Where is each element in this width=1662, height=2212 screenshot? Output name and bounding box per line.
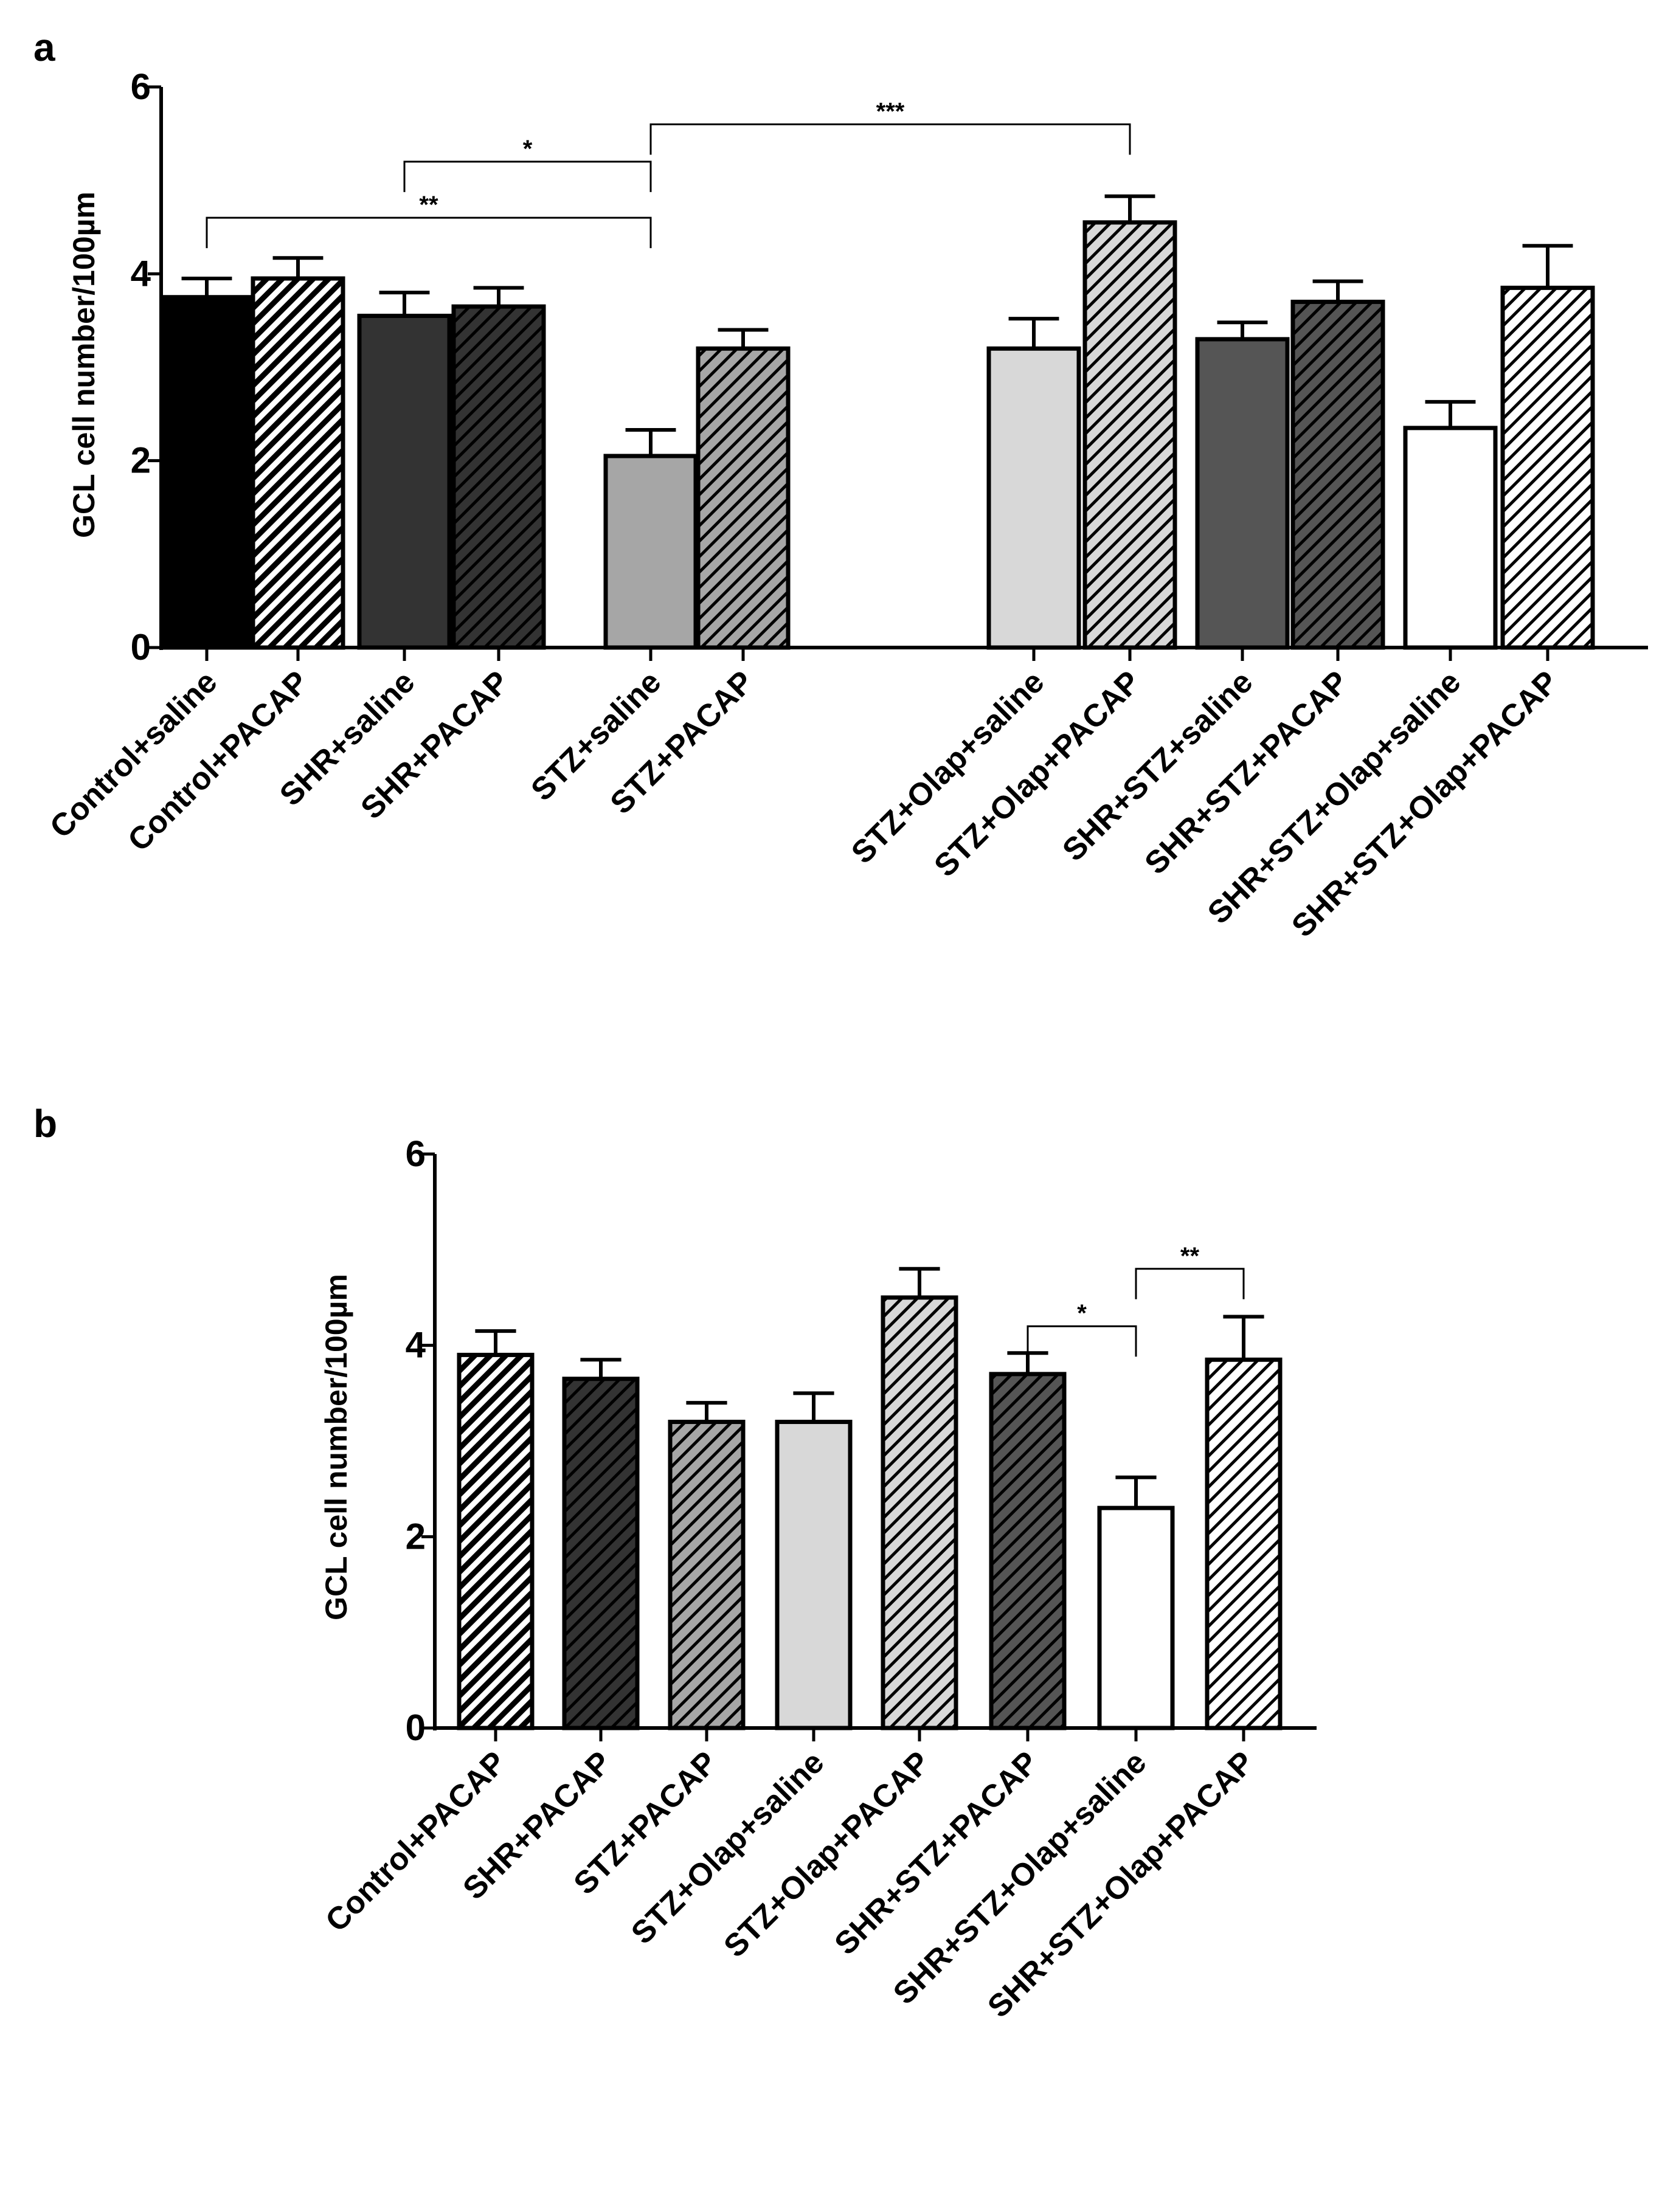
a-y-tick-label: 4 — [131, 253, 151, 294]
a-bar-control-saline — [159, 295, 254, 650]
a-y-tick-label: 2 — [131, 440, 151, 481]
a-significance-label: * — [523, 136, 533, 162]
b-category-label: STZ+Olap+PACAP — [717, 1744, 937, 1964]
panel-b-y-axis-title: GCL cell number/100µm — [319, 1274, 353, 1620]
b-y-tick-label: 6 — [406, 1133, 426, 1174]
b-significance-label: ** — [1180, 1243, 1200, 1270]
a-bar-shr-saline — [357, 313, 452, 650]
a-bar-shr-pacap — [451, 304, 546, 650]
a-bar-stz-olap-pacap — [1082, 220, 1177, 650]
a-significance-bracket — [649, 123, 1131, 155]
b-y-tick-label: 0 — [406, 1707, 426, 1748]
a-significance-label: *** — [876, 98, 905, 125]
b-significance-bracket — [1135, 1268, 1245, 1299]
a-significance-bracket — [403, 161, 652, 192]
b-bar-shr-stz-olap-saline — [1097, 1505, 1175, 1730]
a-significance-label: ** — [419, 192, 438, 218]
b-bar-shr-pacap — [562, 1377, 640, 1730]
b-significance-bracket — [1027, 1325, 1137, 1357]
panel-b-letter: b — [33, 1102, 57, 1146]
a-y-tick-label: 6 — [131, 66, 151, 107]
panel-a-chart: a GCL cell number/100µm 0 2 4 6 Control+sali… — [33, 26, 1648, 944]
panel-a-letter: a — [33, 26, 55, 69]
b-y-tick-label: 2 — [406, 1516, 426, 1557]
a-bar-shr-stz-saline — [1195, 337, 1290, 650]
b-category-label: SHR+STZ+PACAP — [828, 1744, 1045, 1961]
b-bar-stz-olap-saline — [775, 1420, 853, 1730]
b-bar-control-pacap — [457, 1352, 535, 1730]
a-bar-shr-stz-olap-saline — [1403, 426, 1498, 650]
a-bar-stz-saline — [603, 454, 698, 650]
b-bar-shr-stz-pacap — [989, 1372, 1067, 1730]
a-category-label: Control+saline — [43, 664, 224, 845]
a-y-tick-label: 0 — [131, 627, 151, 668]
a-bar-shr-stz-olap-pacap — [1500, 285, 1595, 650]
a-bar-control-pacap — [251, 276, 345, 650]
b-category-label: STZ+Olap+saline — [625, 1744, 831, 1951]
a-bar-stz-pacap — [696, 346, 791, 650]
b-y-tick-label: 4 — [406, 1325, 426, 1366]
b-bar-stz-olap-pacap — [881, 1295, 958, 1730]
panel-b-chart: b GCL cell number/100µm 0 2 4 6 Control+PACA… — [33, 1102, 1317, 2025]
b-bar-shr-stz-olap-pacap — [1205, 1357, 1283, 1730]
b-category-label: Control+PACAP — [319, 1744, 513, 1938]
b-bar-stz-pacap — [668, 1420, 746, 1730]
a-bar-stz-olap-saline — [986, 346, 1081, 650]
b-significance-label: * — [1077, 1300, 1087, 1327]
panel-a-y-axis-title: GCL cell number/100µm — [67, 192, 101, 538]
a-bar-shr-stz-pacap — [1290, 299, 1385, 650]
a-significance-bracket — [206, 216, 652, 249]
